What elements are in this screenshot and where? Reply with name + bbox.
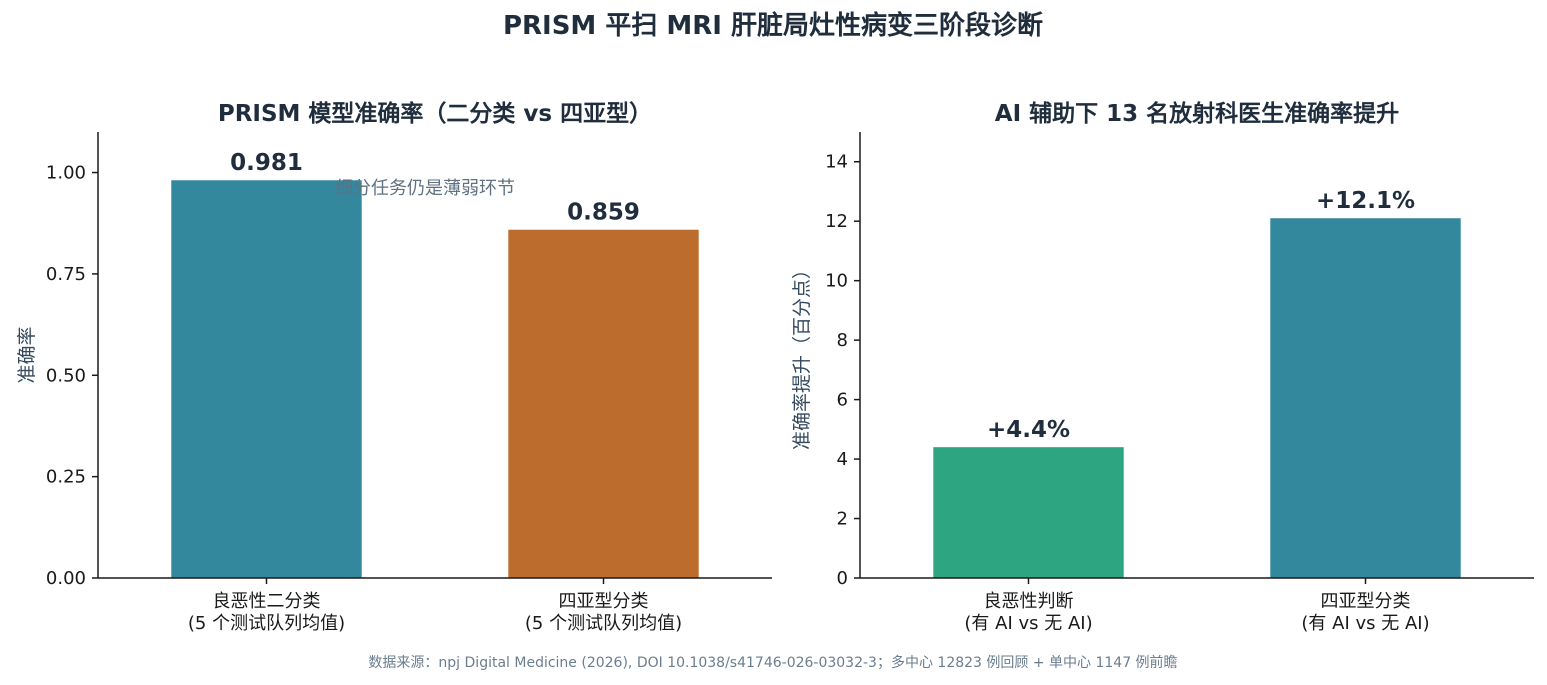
bar: [171, 180, 362, 578]
y-tick-label: 10: [825, 271, 848, 292]
x-tick-label: (有 AI vs 无 AI): [964, 613, 1092, 634]
y-tick-label: 0.25: [46, 467, 86, 488]
x-tick-label: 良恶性二分类: [213, 591, 321, 612]
y-tick-label: 12: [825, 211, 848, 232]
bar-value-label: 0.859: [567, 200, 640, 226]
y-tick-label: 1.00: [46, 163, 86, 184]
panel-title: AI 辅助下 13 名放射科医生准确率提升: [995, 100, 1399, 127]
panel-title: PRISM 模型准确率（二分类 vs 四亚型）: [218, 100, 652, 127]
y-axis-label: 准确率提升（百分点）: [791, 260, 813, 450]
x-tick-label: (5 个测试队列均值): [188, 613, 345, 634]
bar: [933, 447, 1124, 578]
x-tick-label: 四亚型分类: [559, 591, 649, 612]
x-tick-label: 良恶性判断: [984, 591, 1074, 612]
x-tick-label: (5 个测试队列均值): [525, 613, 682, 634]
y-axis-label: 准确率: [16, 326, 38, 383]
source-note: 数据来源：npj Digital Medicine (2026), DOI 10…: [368, 654, 1177, 671]
y-tick-label: 0.50: [46, 365, 86, 386]
bar-value-label: +4.4%: [987, 417, 1070, 443]
annotation-text: 细分任务仍是薄弱环节: [335, 178, 515, 199]
y-tick-label: 0: [837, 568, 848, 589]
bar: [1270, 218, 1461, 578]
bar: [508, 229, 699, 578]
figure-title: PRISM 平扫 MRI 肝脏局灶性病变三阶段诊断: [503, 10, 1043, 41]
y-tick-label: 6: [837, 390, 848, 411]
y-tick-label: 0.00: [46, 568, 86, 589]
bar-value-label: +12.1%: [1316, 188, 1415, 214]
y-tick-label: 8: [837, 330, 848, 351]
x-tick-label: (有 AI vs 无 AI): [1301, 613, 1429, 634]
y-tick-label: 14: [825, 152, 848, 173]
bar-value-label: 0.981: [230, 150, 303, 176]
y-tick-label: 2: [837, 509, 848, 530]
y-tick-label: 0.75: [46, 264, 86, 285]
right-panel-improvement: AI 辅助下 13 名放射科医生准确率提升+4.4%良恶性判断(有 AI vs …: [791, 100, 1534, 634]
x-tick-label: 四亚型分类: [1321, 591, 1411, 612]
y-tick-label: 4: [837, 449, 848, 470]
